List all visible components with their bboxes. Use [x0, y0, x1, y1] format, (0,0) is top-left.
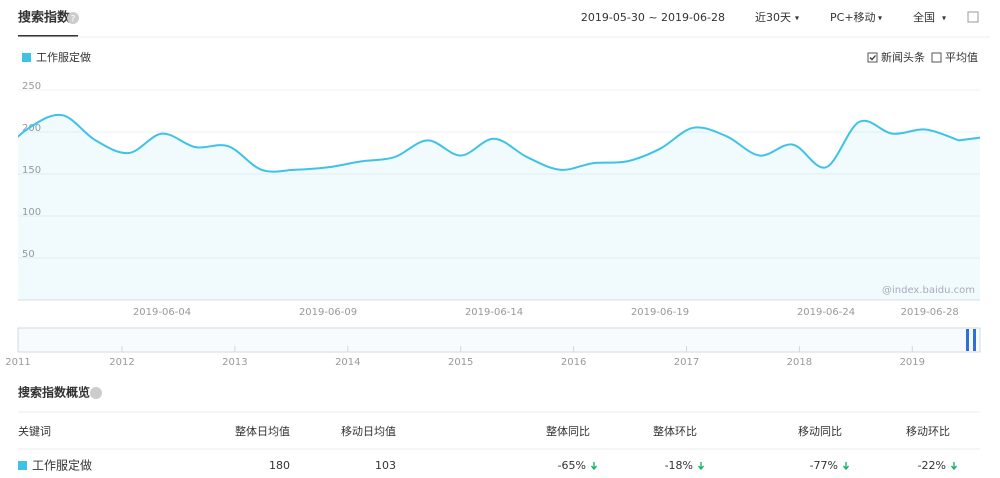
x-tick-label: 2019-06-28: [901, 307, 959, 318]
year-label: 2014: [335, 357, 360, 368]
region-select[interactable]: 全国: [913, 10, 935, 24]
line: [18, 113, 980, 173]
y-tick-label: 200: [22, 123, 41, 134]
table-cell: -65%: [558, 459, 586, 472]
period-select[interactable]: 近30天: [755, 11, 791, 24]
table-header: 移动同比: [798, 425, 842, 438]
help-icon[interactable]: [67, 12, 79, 24]
date-range[interactable]: 2019-05-30 ~ 2019-06-28: [581, 11, 725, 24]
checkbox[interactable]: [867, 52, 878, 63]
table-header: 整体环比: [653, 424, 697, 438]
row-swatch: [18, 461, 27, 470]
table-header: 移动环比: [906, 425, 950, 438]
y-tick-label: 50: [22, 249, 35, 260]
year-label: 2011: [5, 357, 30, 368]
trend-arrow: [842, 462, 850, 471]
check-mark: [869, 55, 876, 61]
legend-swatch: [22, 53, 31, 62]
x-tick-label: 2019-06-09: [299, 307, 357, 318]
caret: ▾: [942, 14, 946, 23]
year-label: 2019: [900, 357, 925, 368]
table-cell: 103: [375, 459, 396, 472]
table-header: 整体日均值: [235, 424, 290, 438]
x-tick-label: 2019-06-14: [465, 307, 523, 318]
brush-handle[interactable]: [973, 329, 976, 351]
table-cell: -18%: [665, 459, 693, 472]
year-label: 2013: [222, 357, 247, 368]
year-label: 2012: [109, 357, 134, 368]
area: [18, 114, 980, 300]
brush-handle[interactable]: [966, 329, 969, 351]
device-select[interactable]: PC+移动: [830, 11, 876, 24]
legend-label: 工作服定做: [36, 50, 91, 64]
export-icon[interactable]: [967, 11, 979, 23]
year-label: 2017: [674, 357, 699, 368]
checkbox[interactable]: [931, 52, 942, 63]
caret: ▾: [878, 14, 882, 23]
help-mark: ?: [71, 15, 76, 25]
year-label: 2015: [448, 357, 473, 368]
table-cell: 工作服定做: [32, 458, 92, 473]
x-tick-label: 2019-06-24: [797, 307, 855, 318]
year-label: 2018: [787, 357, 812, 368]
x-tick-label: 2019-06-04: [133, 307, 191, 318]
table-header: 整体同比: [546, 424, 590, 438]
caret: ▾: [795, 14, 799, 23]
trend-arrow: [697, 462, 705, 471]
table-cell: 180: [269, 459, 290, 472]
x-tick-label: 2019-06-19: [631, 307, 689, 318]
brush-track[interactable]: [17, 327, 981, 353]
option-label: 平均值: [945, 51, 978, 64]
trend-arrow: [590, 462, 598, 471]
table-cell: -77%: [810, 459, 838, 472]
trend-arrow: [950, 462, 958, 471]
table-cell: -22%: [918, 459, 946, 472]
y-tick-label: 150: [22, 165, 41, 176]
y-tick-label: 250: [22, 81, 41, 92]
help-icon[interactable]: [90, 387, 102, 399]
overview-title: 搜索指数概览: [18, 385, 90, 400]
option-label: 新闻头条: [881, 50, 925, 64]
table-header: 移动日均值: [341, 425, 396, 438]
table-header: 关键词: [18, 424, 51, 438]
y-tick-label: 100: [22, 207, 41, 218]
watermark: @index.baidu.com: [882, 285, 975, 296]
header-title: 搜索指数: [18, 10, 71, 26]
year-label: 2016: [561, 357, 586, 368]
